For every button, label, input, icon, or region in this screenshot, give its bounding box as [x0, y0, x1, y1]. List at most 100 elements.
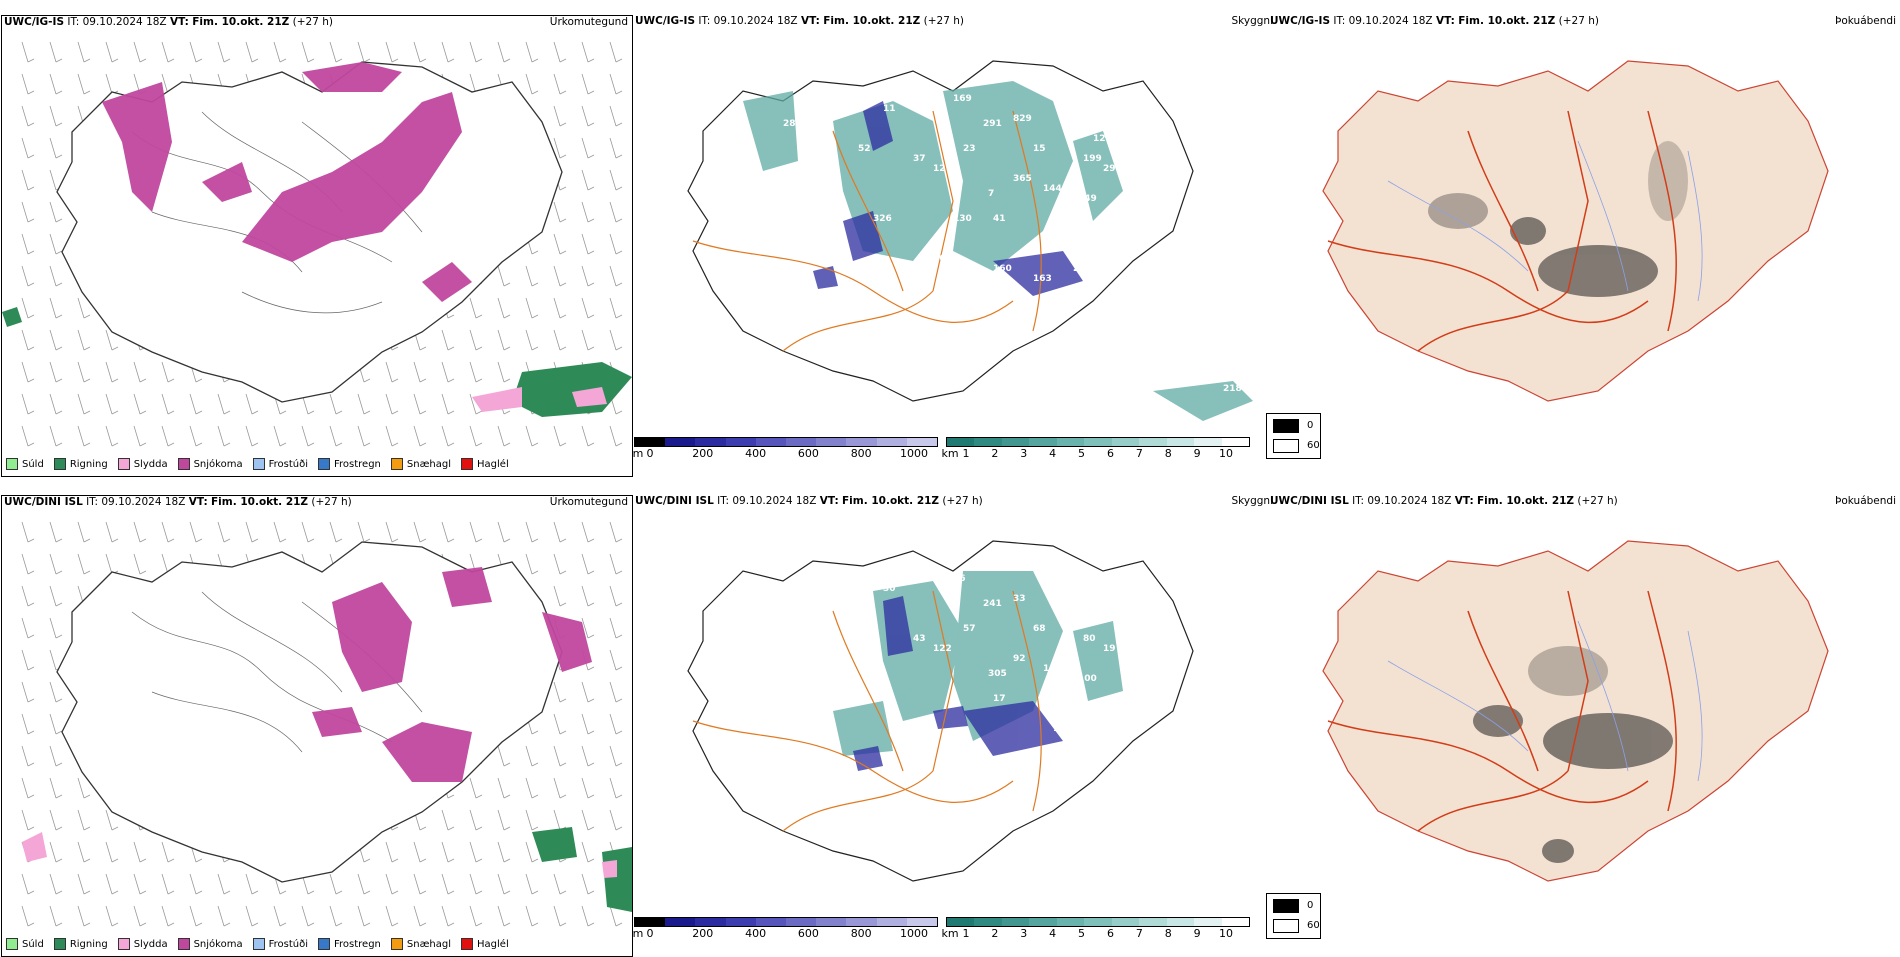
wind-barb	[441, 393, 455, 415]
colorbar-tick: 1	[962, 927, 970, 940]
legend-swatch	[390, 458, 403, 470]
wind-barb	[301, 425, 315, 447]
wind-barb	[469, 905, 483, 927]
legend-swatch	[6, 938, 18, 950]
colorbar-swatch	[1111, 438, 1140, 446]
wind-barb	[385, 425, 399, 447]
legend-item: Snjókoma	[177, 938, 243, 950]
colorbar-swatch	[725, 918, 756, 926]
wind-barb	[553, 521, 567, 543]
precip-panel-row2: UWC/DINI ISL IT: 09.10.2024 18Z VT: Fim.…	[1, 495, 633, 957]
colorbar-tick: 5	[1078, 447, 1086, 460]
wind-barb	[189, 41, 203, 63]
wind-barb	[217, 393, 231, 415]
colorbar-tick: 1000	[900, 927, 928, 940]
wind-barb	[21, 713, 35, 735]
legend-label: Rigning	[69, 458, 108, 470]
fog-legend-row2: 0 60	[1266, 893, 1321, 939]
colorbar-swatch	[665, 918, 696, 926]
ceiling-value-label: 37	[913, 154, 926, 164]
colorbar-tick: 5	[1078, 927, 1086, 940]
ceiling-value-label: 122	[933, 644, 952, 654]
wind-barb	[21, 201, 35, 223]
wind-barb	[357, 41, 371, 63]
colorbar-swatch	[906, 918, 938, 926]
fog-map	[1322, 540, 1829, 882]
wind-barb	[77, 329, 91, 351]
colorbar-unit: km	[941, 447, 959, 460]
wind-barb	[49, 425, 63, 447]
wind-barb	[161, 425, 175, 447]
wind-barb	[217, 873, 231, 895]
wind-barb	[21, 745, 35, 767]
ceiling-value-label: 326	[873, 214, 892, 224]
wind-barb	[525, 745, 539, 767]
wind-barb	[609, 425, 623, 447]
wind-barb	[133, 841, 147, 863]
wind-barb	[385, 521, 399, 543]
legend-label: Snæhagl	[406, 458, 452, 470]
legend-swatch	[461, 938, 474, 950]
wind-barb	[497, 905, 511, 927]
wind-barb	[21, 425, 35, 447]
wind-barb	[105, 521, 119, 543]
colorbar-tick: 10	[1219, 927, 1233, 940]
wind-barb	[581, 617, 595, 639]
wind-barb	[329, 41, 343, 63]
precip-legend: Súld Rigning Slydda Snjókoma Frostúði Frostre…	[6, 938, 509, 950]
wind-barb	[553, 681, 567, 703]
wind-barb	[581, 521, 595, 543]
colorbar-tick: 3	[1020, 927, 1028, 940]
wind-barb	[49, 745, 63, 767]
wind-barb	[469, 873, 483, 895]
wind-barb	[553, 201, 567, 223]
wind-barb	[357, 905, 371, 927]
wind-barb	[581, 681, 595, 703]
legend-label: Frostúði	[268, 458, 308, 470]
wind-barb	[49, 393, 63, 415]
panel-title: Skyggni	[1231, 15, 1274, 27]
wind-barb	[609, 137, 623, 159]
wind-barb	[413, 841, 427, 863]
wind-barb	[441, 841, 455, 863]
colorbar-swatch	[906, 438, 938, 446]
wind-barb	[161, 393, 175, 415]
wind-barb	[413, 41, 427, 63]
wind-barb	[77, 777, 91, 799]
wind-barb	[21, 169, 35, 191]
legend-swatch	[252, 458, 265, 470]
wind-barb	[581, 265, 595, 287]
wind-barb	[49, 777, 63, 799]
wind-barb	[301, 41, 315, 63]
colorbar-swatch	[1221, 438, 1249, 446]
colorbar-tick: 8	[1164, 447, 1172, 460]
wind-barb	[49, 841, 63, 863]
legend-item: Snæhagl	[390, 458, 452, 470]
wind-barb	[301, 905, 315, 927]
wind-barb	[21, 265, 35, 287]
legend-item: Haglél	[461, 458, 509, 470]
legend-item: Haglél	[461, 938, 509, 950]
colorbar-swatch	[665, 438, 696, 446]
wind-barb	[21, 649, 35, 671]
colorbar-tick: 200	[692, 447, 714, 460]
colorbar-swatch	[1029, 438, 1057, 446]
wind-barb	[49, 73, 63, 95]
wind-barb	[553, 713, 567, 735]
colorbar-tick: 6	[1106, 447, 1114, 460]
wind-barb	[469, 841, 483, 863]
colorbar-swatch	[695, 438, 726, 446]
wind-barb	[329, 873, 343, 895]
colorbar-swatch	[1139, 438, 1167, 446]
ceiling-value-label: 32	[1053, 214, 1066, 224]
wind-barb	[21, 553, 35, 575]
wind-barb	[581, 169, 595, 191]
wind-barb	[21, 809, 35, 831]
wind-barb	[105, 41, 119, 63]
wind-barb	[133, 553, 147, 575]
wind-barb	[245, 521, 259, 543]
ceiling-value-label: 163	[1033, 274, 1052, 284]
wind-barb	[581, 201, 595, 223]
fog-map	[1322, 60, 1829, 402]
legend-label: Haglél	[477, 938, 509, 950]
